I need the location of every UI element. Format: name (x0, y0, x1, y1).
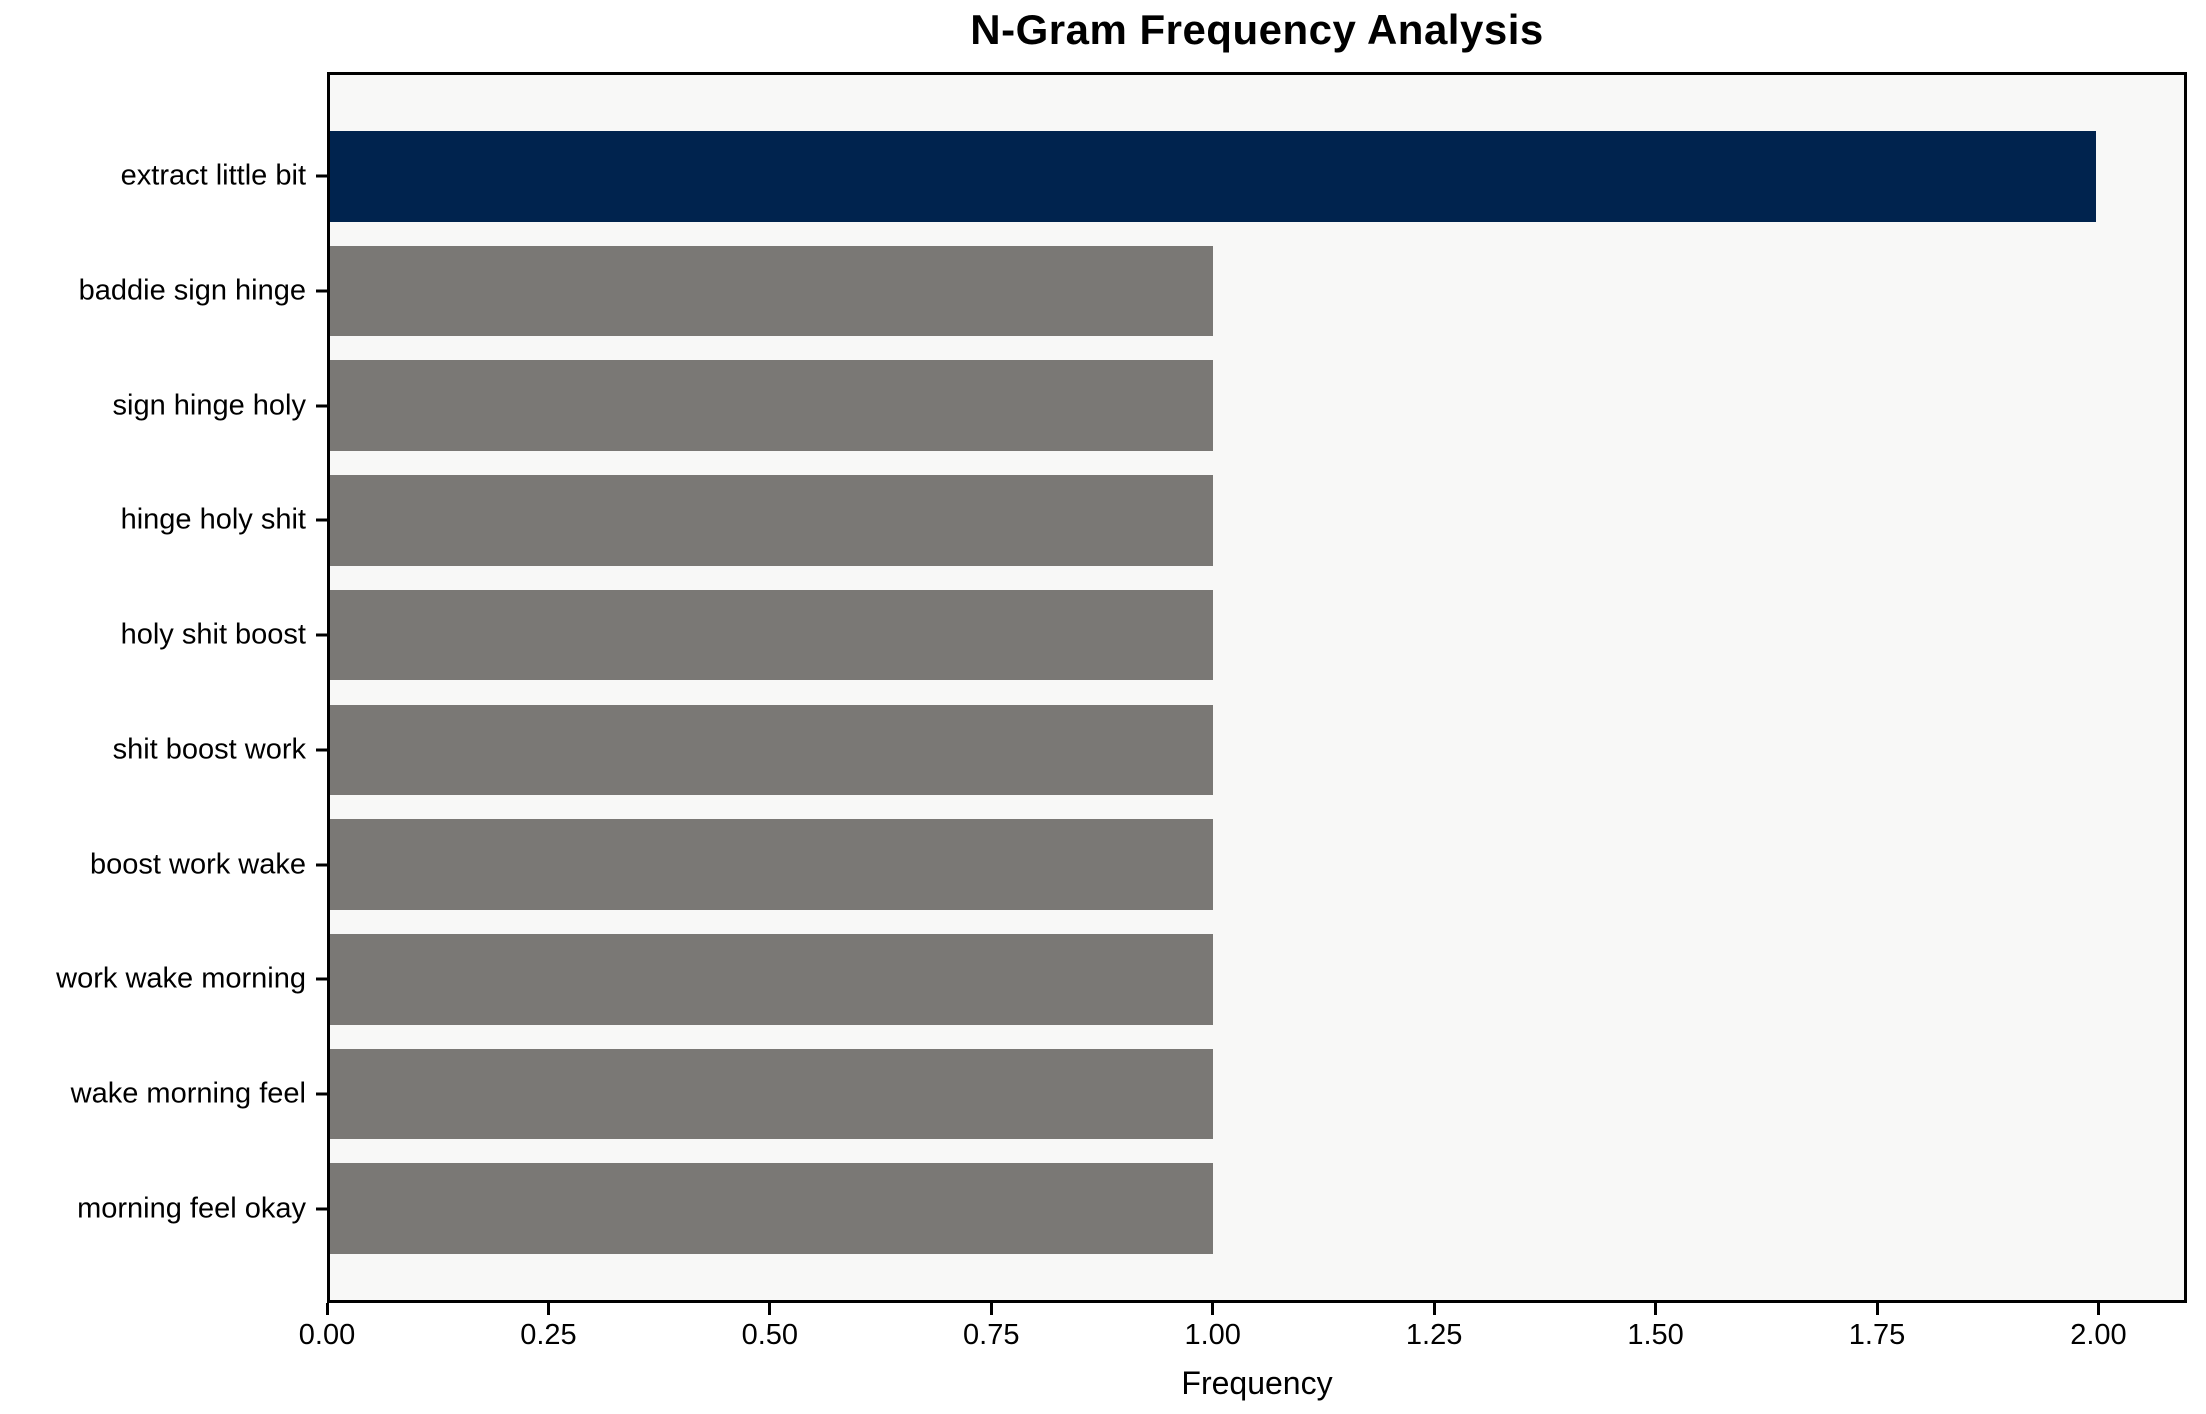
bar-morning-feel-okay (330, 1163, 1213, 1254)
y-tick-label: morning feel okay (77, 1192, 306, 1225)
x-tick-label: 1.75 (1848, 1319, 1906, 1351)
x-tick-label: 0.75 (963, 1319, 1020, 1351)
y-tick-mark (316, 633, 327, 637)
x-tick-mark (768, 1303, 772, 1315)
x-tick-label: 1.25 (1405, 1319, 1463, 1351)
bar-row: extract little bit (121, 119, 2184, 234)
bar-work-wake-morning (330, 933, 1213, 1025)
bar-row: shit boost work (113, 693, 2184, 808)
y-tick-label: shit boost work (112, 733, 306, 766)
y-tick-label: work wake morning (56, 962, 306, 995)
x-tick-mark (1654, 1303, 1658, 1315)
x-tick-label: 0.00 (298, 1319, 356, 1351)
bar-extract-little-bit (330, 131, 2096, 222)
x-tick-label: 1.00 (1184, 1319, 1241, 1351)
x-tick-mark (989, 1303, 993, 1315)
x-tick-mark (2096, 1303, 2100, 1315)
bar-boost-work-wake (330, 819, 1213, 910)
y-tick-label: boost work wake (90, 848, 306, 881)
x-axis-title: Frequency (1181, 1365, 1333, 1401)
x-tick-mark (1875, 1303, 1879, 1315)
x-tick-label: 0.50 (741, 1319, 799, 1351)
y-tick-mark (316, 518, 327, 522)
y-tick-mark (316, 863, 327, 867)
y-tick-mark (316, 977, 327, 981)
y-tick-label: sign hinge holy (112, 389, 306, 422)
bar-hinge-holy-shit (330, 475, 1213, 566)
x-tick-label: 0.25 (520, 1319, 577, 1351)
bar-baddie-sign-hinge (330, 245, 1213, 337)
bar-shit-boost-work (330, 704, 1213, 796)
bar-holy-shit-boost (330, 589, 1213, 681)
bar-row: hinge holy shit (121, 463, 2184, 578)
y-tick-label: baddie sign hinge (78, 274, 306, 307)
bar-row: boost work wake (90, 807, 2184, 922)
y-tick-label: holy shit boost (120, 618, 306, 651)
x-tick-mark (1432, 1303, 1436, 1315)
bar-row: baddie sign hinge (79, 234, 2184, 349)
y-tick-mark (316, 289, 327, 293)
y-tick-mark (316, 1092, 327, 1096)
y-tick-mark (316, 174, 327, 178)
chart-title: N-Gram Frequency Analysis (970, 6, 1544, 53)
y-tick-mark (316, 404, 327, 408)
x-tick-label: 2.00 (2070, 1319, 2127, 1351)
bar-row: wake morning feel (71, 1037, 2184, 1152)
bar-wake-morning-feel (330, 1048, 1213, 1140)
x-tick-mark (546, 1303, 550, 1315)
bar-sign-hinge-holy (330, 360, 1213, 452)
y-tick-mark (316, 748, 327, 752)
y-tick-label: extract little bit (120, 159, 306, 192)
bar-row: work wake morning (56, 922, 2184, 1037)
x-tick-mark (325, 1303, 329, 1315)
bar-row: sign hinge holy (113, 348, 2184, 463)
y-tick-label: hinge holy shit (120, 503, 306, 536)
plot-area: extract little bit baddie sign hinge sign … (56, 72, 2187, 1303)
x-tick-label: 1.50 (1627, 1319, 1684, 1351)
y-tick-mark (316, 1207, 327, 1211)
x-tick-mark (1211, 1303, 1215, 1315)
bar-row: holy shit boost (121, 578, 2184, 693)
y-tick-label: wake morning feel (70, 1077, 306, 1110)
bar-row: morning feel okay (77, 1151, 2184, 1266)
